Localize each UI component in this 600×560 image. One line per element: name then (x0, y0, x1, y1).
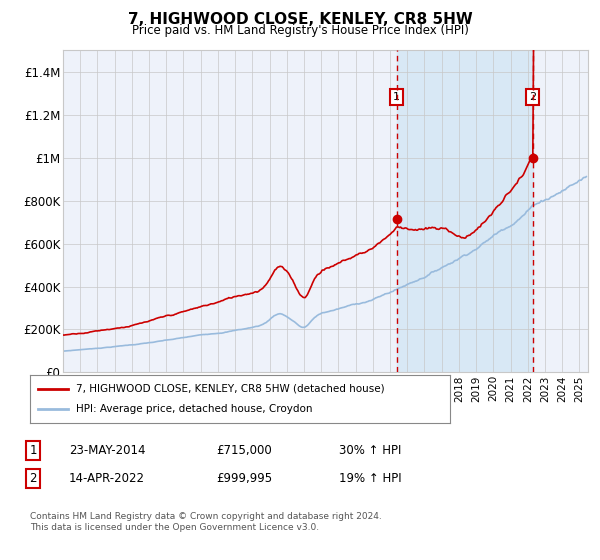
Text: 2: 2 (29, 472, 37, 486)
Text: £715,000: £715,000 (216, 444, 272, 458)
Text: 7, HIGHWOOD CLOSE, KENLEY, CR8 5HW: 7, HIGHWOOD CLOSE, KENLEY, CR8 5HW (128, 12, 472, 27)
Text: 1: 1 (29, 444, 37, 458)
Text: 19% ↑ HPI: 19% ↑ HPI (339, 472, 401, 486)
Bar (397, 50, 533, 372)
Text: 7, HIGHWOOD CLOSE, KENLEY, CR8 5HW (detached house): 7, HIGHWOOD CLOSE, KENLEY, CR8 5HW (deta… (76, 384, 385, 394)
Text: 1: 1 (393, 92, 400, 102)
Text: Price paid vs. HM Land Registry's House Price Index (HPI): Price paid vs. HM Land Registry's House … (131, 24, 469, 36)
Text: 30% ↑ HPI: 30% ↑ HPI (339, 444, 401, 458)
Text: 2: 2 (529, 92, 536, 102)
Text: Contains HM Land Registry data © Crown copyright and database right 2024.
This d: Contains HM Land Registry data © Crown c… (30, 512, 382, 532)
Text: HPI: Average price, detached house, Croydon: HPI: Average price, detached house, Croy… (76, 404, 313, 414)
Text: 14-APR-2022: 14-APR-2022 (69, 472, 145, 486)
Text: £999,995: £999,995 (216, 472, 272, 486)
Text: 23-MAY-2014: 23-MAY-2014 (69, 444, 146, 458)
